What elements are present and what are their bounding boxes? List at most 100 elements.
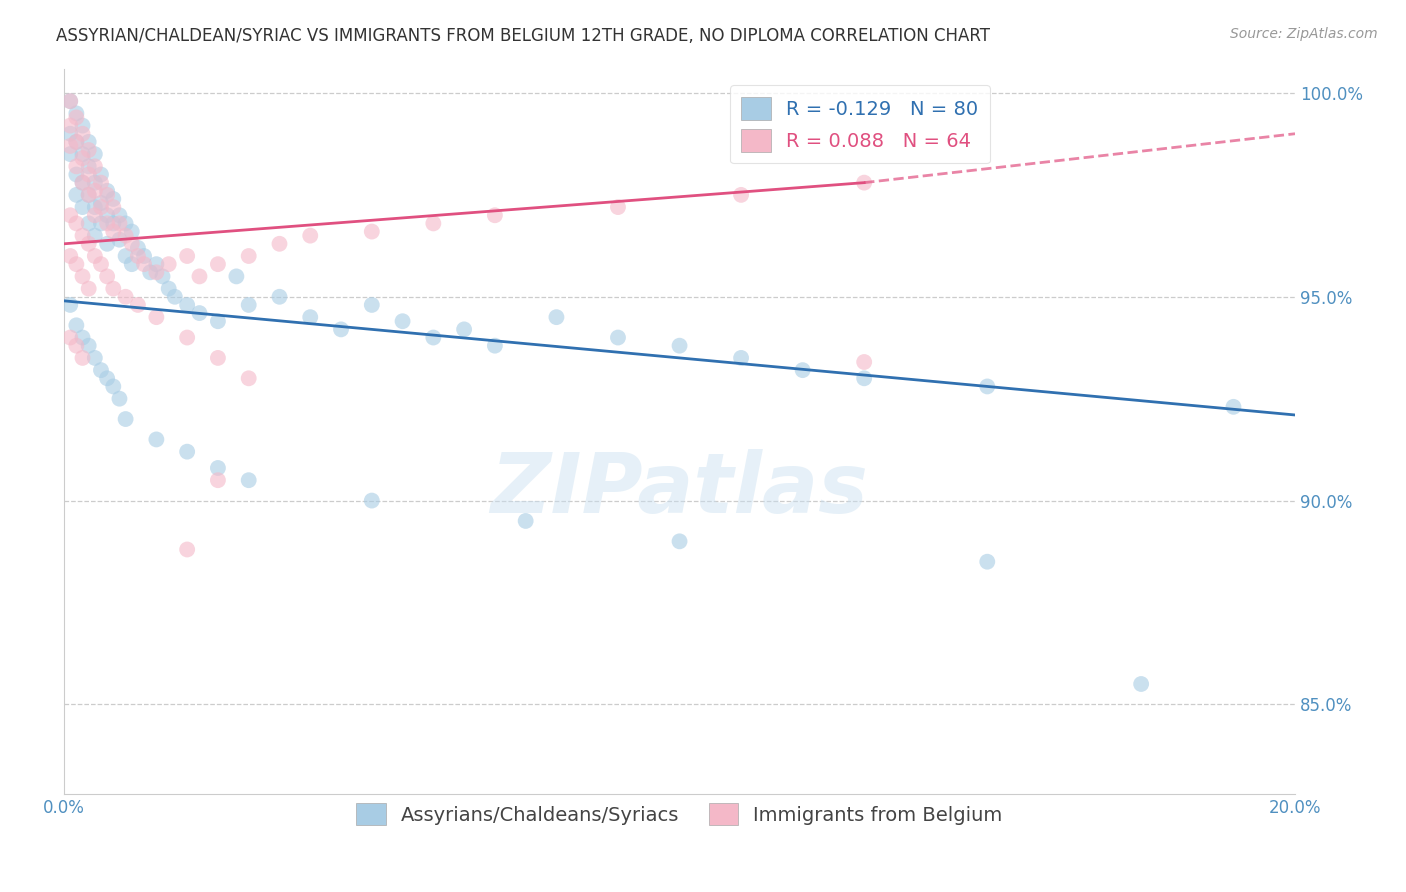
Point: [360, 298, 382, 312]
Point: [127, 241, 149, 255]
Point: [269, 236, 291, 251]
Point: [108, 392, 131, 406]
Point: [176, 330, 198, 344]
Point: [77, 168, 100, 182]
Point: [127, 298, 149, 312]
Point: [176, 298, 198, 312]
Point: [72, 269, 94, 284]
Point: [77, 135, 100, 149]
Point: [59, 94, 82, 108]
Point: [114, 290, 136, 304]
Point: [330, 322, 353, 336]
Point: [157, 282, 180, 296]
Point: [176, 249, 198, 263]
Point: [65, 187, 87, 202]
Point: [72, 119, 94, 133]
Point: [103, 216, 125, 230]
Point: [238, 371, 260, 385]
Text: ZIPatlas: ZIPatlas: [491, 449, 869, 530]
Point: [238, 298, 260, 312]
Point: [90, 216, 112, 230]
Point: [59, 94, 82, 108]
Point: [72, 176, 94, 190]
Point: [65, 257, 87, 271]
Point: [730, 187, 752, 202]
Point: [176, 444, 198, 458]
Point: [72, 151, 94, 165]
Point: [96, 236, 118, 251]
Point: [72, 228, 94, 243]
Point: [976, 379, 998, 393]
Point: [65, 216, 87, 230]
Point: [59, 127, 82, 141]
Point: [96, 208, 118, 222]
Point: [65, 168, 87, 182]
Point: [96, 184, 118, 198]
Point: [132, 249, 155, 263]
Point: [360, 493, 382, 508]
Point: [163, 290, 186, 304]
Point: [90, 168, 112, 182]
Point: [77, 282, 100, 296]
Point: [59, 249, 82, 263]
Point: [207, 461, 229, 475]
Point: [121, 257, 143, 271]
Point: [176, 542, 198, 557]
Point: [59, 208, 82, 222]
Point: [90, 176, 112, 190]
Text: ASSYRIAN/CHALDEAN/SYRIAC VS IMMIGRANTS FROM BELGIUM 12TH GRADE, NO DIPLOMA CORRE: ASSYRIAN/CHALDEAN/SYRIAC VS IMMIGRANTS F…: [56, 27, 990, 45]
Point: [114, 412, 136, 426]
Point: [103, 192, 125, 206]
Point: [225, 269, 247, 284]
Point: [121, 225, 143, 239]
Point: [730, 351, 752, 365]
Point: [108, 216, 131, 230]
Point: [453, 322, 475, 336]
Point: [90, 196, 112, 211]
Point: [853, 371, 876, 385]
Point: [96, 269, 118, 284]
Point: [188, 269, 211, 284]
Point: [83, 184, 105, 198]
Point: [238, 249, 260, 263]
Text: Source: ZipAtlas.com: Source: ZipAtlas.com: [1230, 27, 1378, 41]
Point: [103, 225, 125, 239]
Point: [853, 176, 876, 190]
Point: [299, 310, 322, 325]
Point: [72, 351, 94, 365]
Point: [132, 257, 155, 271]
Point: [114, 216, 136, 230]
Legend: Assyrians/Chaldeans/Syriacs, Immigrants from Belgium: Assyrians/Chaldeans/Syriacs, Immigrants …: [347, 793, 1012, 835]
Point: [96, 216, 118, 230]
Point: [65, 318, 87, 333]
Point: [360, 225, 382, 239]
Point: [515, 514, 537, 528]
Point: [77, 187, 100, 202]
Point: [152, 269, 174, 284]
Point: [108, 208, 131, 222]
Point: [65, 111, 87, 125]
Point: [422, 330, 444, 344]
Point: [145, 310, 167, 325]
Point: [157, 257, 180, 271]
Point: [145, 257, 167, 271]
Point: [65, 135, 87, 149]
Point: [114, 249, 136, 263]
Point: [83, 200, 105, 214]
Point: [127, 249, 149, 263]
Point: [103, 282, 125, 296]
Point: [484, 339, 506, 353]
Point: [207, 257, 229, 271]
Point: [83, 159, 105, 173]
Point: [59, 119, 82, 133]
Point: [83, 208, 105, 222]
Point: [77, 339, 100, 353]
Point: [65, 159, 87, 173]
Point: [668, 339, 690, 353]
Point: [238, 473, 260, 487]
Point: [77, 216, 100, 230]
Point: [59, 147, 82, 161]
Point: [391, 314, 413, 328]
Point: [59, 298, 82, 312]
Point: [65, 135, 87, 149]
